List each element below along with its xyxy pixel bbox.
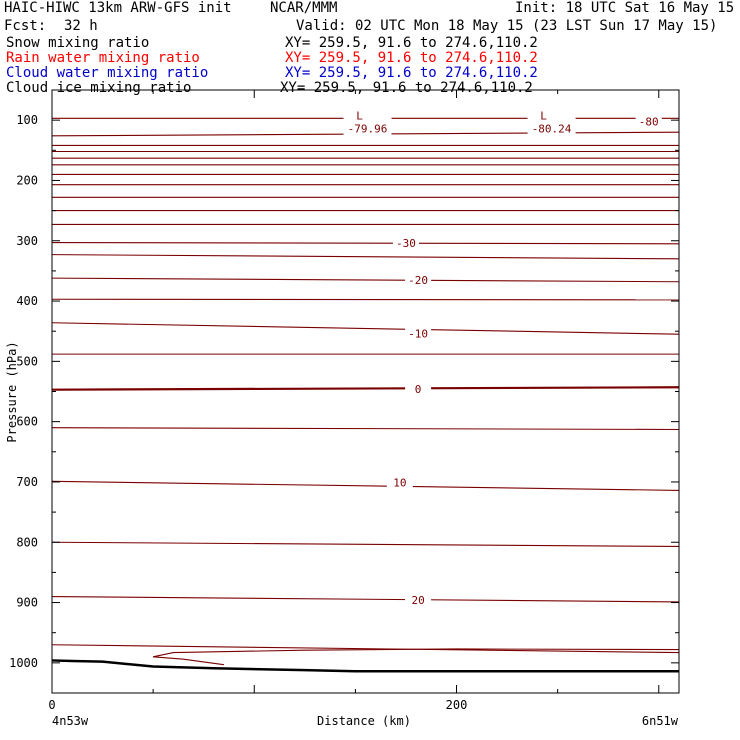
y-axis-label: Pressure (hPa) (5, 341, 19, 442)
isotherm-line (51, 595, 680, 603)
label-mask (405, 382, 432, 396)
x-tick-label: 200 (446, 698, 468, 712)
y-tick-label: 400 (16, 294, 38, 308)
contour-label: 20 (411, 594, 424, 607)
forecast-label: Fcst: (4, 18, 47, 34)
contour-label: 10 (393, 477, 406, 490)
terrain-line (51, 659, 679, 673)
minimum-value: -79.96 (348, 123, 388, 136)
field-name-cloud-ice: Cloud ice mixing ratio (6, 80, 192, 96)
minimum-mark: L (540, 110, 547, 123)
contour-label: -80 (639, 115, 659, 128)
field-name-rain: Rain water mixing ratio (6, 50, 200, 66)
field-name-snow: Snow mixing ratio (6, 35, 150, 51)
isotherm-line (51, 386, 680, 391)
x-end-label: 6n51w (642, 714, 679, 728)
isotherm-line (51, 277, 680, 283)
label-mask (635, 114, 662, 128)
contour-label: -30 (396, 237, 416, 250)
field-name-cloud-water: Cloud water mixing ratio (6, 65, 209, 81)
isotherm-line (51, 427, 680, 431)
field-xy-snow: XY= 259.5, 91.6 to 274.6,110.2 (285, 35, 538, 51)
label-mask (405, 326, 432, 340)
model-title: HAIC-HIWC 13km ARW-GFS init (4, 0, 232, 16)
isotherm-line (51, 480, 680, 491)
minimum-value: -80.24 (532, 123, 572, 136)
field-xy-cloud-ice: XY= 259.5, 91.6 to 274.6,110.2 (280, 80, 533, 96)
contour-label: -10 (408, 328, 428, 341)
y-tick-label: 600 (16, 415, 38, 429)
surface-contour (153, 656, 224, 666)
valid-time: Valid: 02 UTC Mon 18 May 15 (23 LST Sun … (296, 18, 718, 34)
forecast-value: 32 h (64, 18, 98, 34)
label-mask (527, 108, 576, 137)
contour-label: -20 (408, 274, 428, 287)
y-tick-label: 500 (16, 354, 38, 368)
init-time: Init: 18 UTC Sat 16 May 15 (515, 0, 735, 16)
isotherm-line (51, 541, 680, 548)
label-mask (405, 593, 432, 607)
minimum-mark: L (356, 110, 363, 123)
x-axis-label: Distance (km) (317, 714, 411, 728)
y-tick-label: 300 (16, 234, 38, 248)
x-tick-label: 0 (48, 698, 55, 712)
isotherm-line (51, 298, 680, 301)
label-mask (405, 272, 432, 286)
isotherm-line (51, 254, 680, 260)
isotherm-line (51, 644, 680, 654)
label-mask (343, 108, 392, 137)
label-mask (386, 475, 413, 489)
center-label: NCAR/MMM (270, 0, 338, 16)
label-mask (392, 236, 419, 250)
y-tick-label: 700 (16, 475, 38, 489)
y-tick-label: 900 (16, 596, 38, 610)
y-tick-label: 800 (16, 535, 38, 549)
surface-contour (153, 648, 680, 658)
x-start-label: 4n53w (52, 714, 89, 728)
plot-frame (51, 89, 680, 694)
isotherm-line (51, 322, 680, 335)
field-xy-cloud-water: XY= 259.5, 91.6 to 274.6,110.2 (285, 65, 538, 81)
y-tick-label: 200 (16, 173, 38, 187)
isotherm-lines (51, 117, 680, 666)
contour-label: 0 (415, 383, 422, 396)
y-tick-label: 100 (16, 113, 38, 127)
isotherm-line (51, 242, 680, 245)
y-tick-label: 1000 (9, 656, 38, 670)
field-xy-rain: XY= 259.5, 91.6 to 274.6,110.2 (285, 50, 538, 66)
